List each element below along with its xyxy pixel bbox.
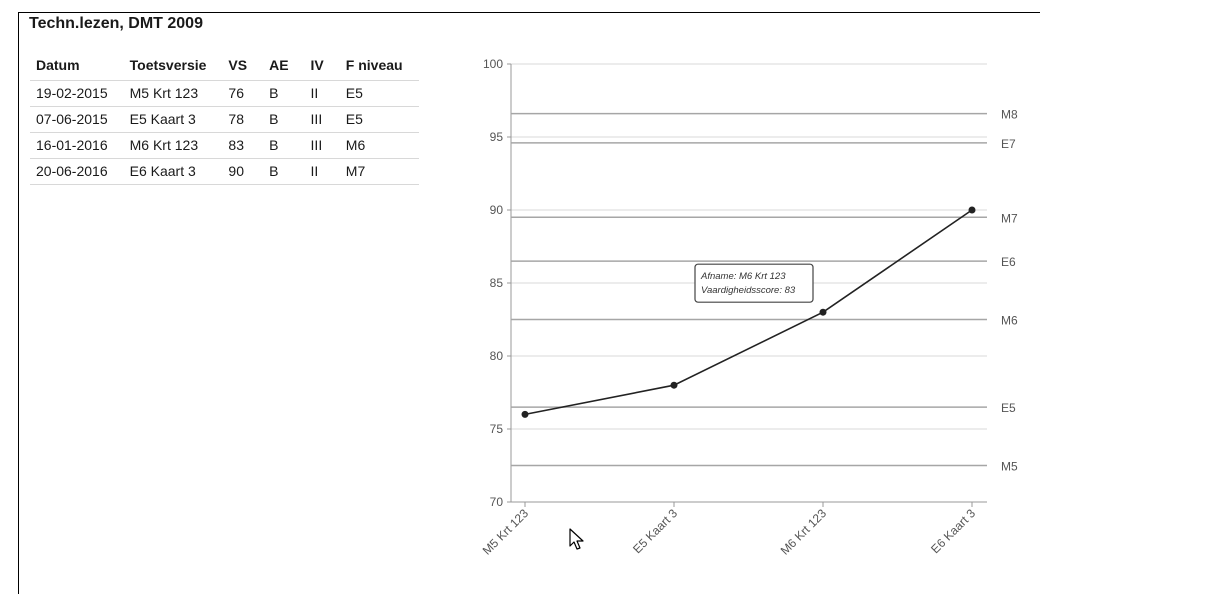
tooltip-line-2: Vaardigheidsscore: 83 bbox=[701, 285, 796, 296]
section-title: Techn.lezen, DMT 2009 bbox=[29, 15, 203, 32]
table-row: 07-06-2015 E5 Kaart 3 78 B III E5 bbox=[30, 106, 419, 133]
cell-datum: 07-06-2015 bbox=[30, 106, 124, 133]
y-tick-label: 90 bbox=[490, 203, 504, 217]
cell-vs: 90 bbox=[222, 158, 264, 185]
y-tick-label: 70 bbox=[490, 495, 504, 509]
frame-top-border bbox=[18, 12, 1040, 13]
level-label-e6: E6 bbox=[1001, 255, 1016, 269]
data-point bbox=[670, 381, 678, 389]
cell-ae: B bbox=[263, 106, 305, 133]
cell-iv: II bbox=[304, 158, 340, 185]
y-tick-label: 75 bbox=[490, 422, 504, 436]
level-label-m8: M8 bbox=[1001, 108, 1018, 122]
table-header-row: Datum Toetsversie VS AE IV F niveau bbox=[30, 57, 419, 81]
table-row: 16-01-2016 M6 Krt 123 83 B III M6 bbox=[30, 132, 419, 159]
table-row: 19-02-2015 M5 Krt 123 76 B II E5 bbox=[30, 80, 419, 107]
col-header-toetsversie: Toetsversie bbox=[123, 57, 223, 81]
frame-left-border bbox=[18, 12, 19, 594]
col-header-ae: AE bbox=[263, 57, 305, 81]
y-tick-label: 80 bbox=[490, 349, 504, 363]
level-label-m7: M7 bbox=[1001, 211, 1018, 225]
cell-f-niveau: E5 bbox=[339, 80, 419, 107]
col-header-datum: Datum bbox=[30, 57, 124, 81]
data-point bbox=[968, 206, 976, 214]
cell-vs: 76 bbox=[222, 80, 264, 107]
cell-datum: 16-01-2016 bbox=[30, 132, 124, 159]
cell-f-niveau: M6 bbox=[339, 132, 419, 159]
table-row: 20-06-2016 E6 Kaart 3 90 B II M7 bbox=[30, 158, 419, 185]
data-point bbox=[521, 410, 529, 418]
cell-ae: B bbox=[263, 80, 305, 107]
col-header-iv: IV bbox=[304, 57, 340, 81]
cell-iv: III bbox=[304, 106, 340, 133]
x-tick-label: E5 Kaart 3 bbox=[630, 506, 680, 556]
cell-f-niveau: E5 bbox=[339, 106, 419, 133]
level-label-m6: M6 bbox=[1001, 314, 1018, 328]
cell-toetsversie: M5 Krt 123 bbox=[123, 80, 223, 107]
tooltip-box bbox=[694, 263, 814, 303]
cell-datum: 19-02-2015 bbox=[30, 80, 124, 107]
cell-iv: III bbox=[304, 132, 340, 159]
cell-vs: 78 bbox=[222, 106, 264, 133]
cell-vs: 83 bbox=[222, 132, 264, 159]
y-tick-label: 100 bbox=[483, 57, 503, 71]
cell-toetsversie: E5 Kaart 3 bbox=[123, 106, 223, 133]
col-header-vs: VS bbox=[222, 57, 264, 81]
series-line bbox=[524, 209, 973, 416]
x-tick-label: E6 Kaart 3 bbox=[928, 506, 978, 556]
col-header-f-niveau: F niveau bbox=[339, 57, 419, 81]
score-line-chart: 70 75 80 85 90 95 100 M8 E7 M7 E6 M6 E5 M5 M5 Krt 123 E… bbox=[480, 57, 1018, 558]
results-table: Datum Toetsversie VS AE IV F niveau 19-0… bbox=[30, 57, 419, 185]
level-label-m5: M5 bbox=[1001, 460, 1018, 474]
level-label-e5: E5 bbox=[1001, 401, 1016, 415]
cell-f-niveau: M7 bbox=[339, 158, 419, 185]
x-tick-label: M6 Krt 123 bbox=[778, 506, 830, 558]
mouse-pointer-icon bbox=[569, 528, 584, 550]
data-point bbox=[819, 308, 827, 316]
cell-iv: II bbox=[304, 80, 340, 107]
y-tick-label: 95 bbox=[490, 130, 504, 144]
cell-toetsversie: M6 Krt 123 bbox=[123, 132, 223, 159]
level-label-e7: E7 bbox=[1001, 137, 1016, 151]
cell-datum: 20-06-2016 bbox=[30, 158, 124, 185]
cell-ae: B bbox=[263, 158, 305, 185]
cell-ae: B bbox=[263, 132, 305, 159]
x-tick-label: M5 Krt 123 bbox=[480, 506, 532, 558]
cell-toetsversie: E6 Kaart 3 bbox=[123, 158, 223, 185]
y-tick-label: 85 bbox=[490, 276, 504, 290]
tooltip-line-1: Afname: M6 Krt 123 bbox=[700, 271, 786, 282]
